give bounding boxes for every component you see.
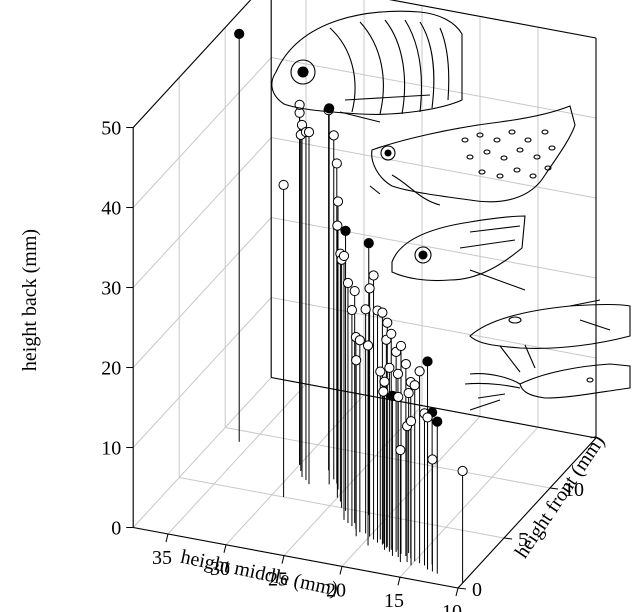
data-point (457, 465, 468, 477)
data-point (375, 366, 386, 377)
x-tick-label: 15 (384, 590, 404, 612)
y-tick (549, 487, 559, 490)
data-point (351, 355, 362, 366)
gridline (271, 297, 597, 359)
data-point (364, 283, 375, 294)
data-point (379, 376, 390, 387)
box-edge (457, 437, 597, 589)
axis-ticks: 0 10 20 30 40 50 35 30 25 20 15 10 0 5 10 (101, 118, 584, 612)
z-tick-label: 10 (101, 438, 121, 460)
data-point (422, 412, 433, 423)
data-point (392, 368, 404, 379)
y-tick-label: 5 (518, 529, 528, 551)
gridline (271, 137, 597, 199)
z-tick-label: 50 (101, 118, 121, 140)
y-axis-label: height front (mm) (511, 431, 609, 562)
data-point (331, 158, 342, 169)
data-point (324, 103, 335, 114)
gridline (167, 383, 307, 535)
gridline (132, 297, 272, 448)
plot-box (132, 0, 597, 589)
x-tick (281, 555, 285, 564)
data-point (340, 225, 351, 236)
gridline (132, 137, 272, 288)
data-point (234, 28, 245, 39)
data-point (405, 416, 417, 427)
x-tick (223, 544, 227, 553)
gridline (389, 0, 597, 39)
gridline (283, 405, 423, 556)
grid-panels (132, 0, 597, 589)
gridline (399, 426, 539, 578)
x-tick (397, 577, 401, 586)
data-point (332, 220, 343, 231)
data-point (328, 130, 339, 141)
y-tick (457, 587, 467, 590)
box-edge (132, 0, 252, 128)
data-point (393, 391, 404, 403)
data-point (349, 285, 360, 297)
data-point (378, 386, 389, 397)
gridline (225, 394, 365, 546)
data-point (403, 387, 414, 399)
z-tick-label: 0 (111, 518, 121, 540)
fish-silhouette-4 (469, 299, 631, 373)
y-tick (503, 537, 513, 540)
data-point (432, 416, 443, 427)
data-point (427, 454, 438, 465)
x-axis-label: height middle (mm) (179, 546, 340, 601)
x-tick-label: 30 (210, 558, 230, 580)
fish-illustrations (271, 10, 631, 411)
data-point (377, 307, 388, 318)
data-point (360, 304, 371, 315)
y-tick-label: 0 (472, 579, 482, 601)
data-point (395, 340, 407, 352)
data-point (395, 444, 406, 456)
z-tick-label: 40 (101, 198, 121, 220)
gridline (132, 217, 272, 368)
data-point (342, 277, 354, 289)
data-point (363, 238, 374, 249)
data-point (303, 127, 315, 138)
fish-silhouette-1 (271, 10, 463, 123)
data-point (332, 196, 344, 207)
gridline (132, 57, 272, 208)
data-point (382, 317, 393, 328)
z-tick-label: 30 (101, 278, 121, 300)
x-tick (455, 587, 459, 597)
x-tick-label: 25 (268, 569, 288, 591)
x-tick-label: 35 (152, 547, 172, 569)
z-axis-label: height back (mm) (19, 229, 41, 371)
x-tick-label: 20 (326, 579, 346, 601)
data-point (414, 366, 425, 377)
y-tick-label: 10 (564, 479, 584, 501)
gridline (132, 0, 252, 128)
data-point (278, 179, 289, 191)
data-points (234, 28, 468, 477)
z-tick-label: 20 (101, 358, 121, 380)
x-tick-label: 10 (442, 601, 462, 612)
gridline (271, 217, 597, 279)
data-point (422, 356, 433, 367)
data-point (409, 380, 420, 391)
x-tick (339, 566, 343, 575)
box-edge (388, 0, 597, 39)
x-tick (165, 533, 169, 543)
data-point (346, 304, 358, 316)
data-point (362, 340, 374, 351)
data-point (386, 328, 397, 339)
data-point (384, 362, 395, 373)
fish-silhouette-2 (369, 105, 576, 206)
data-point (368, 270, 379, 281)
gridline (132, 377, 272, 528)
fish-silhouette-3 (391, 215, 526, 291)
data-point (354, 335, 365, 346)
data-point (338, 250, 350, 262)
fish-silhouette-5 (464, 363, 631, 411)
data-point (400, 358, 411, 370)
box-edge (133, 526, 459, 589)
